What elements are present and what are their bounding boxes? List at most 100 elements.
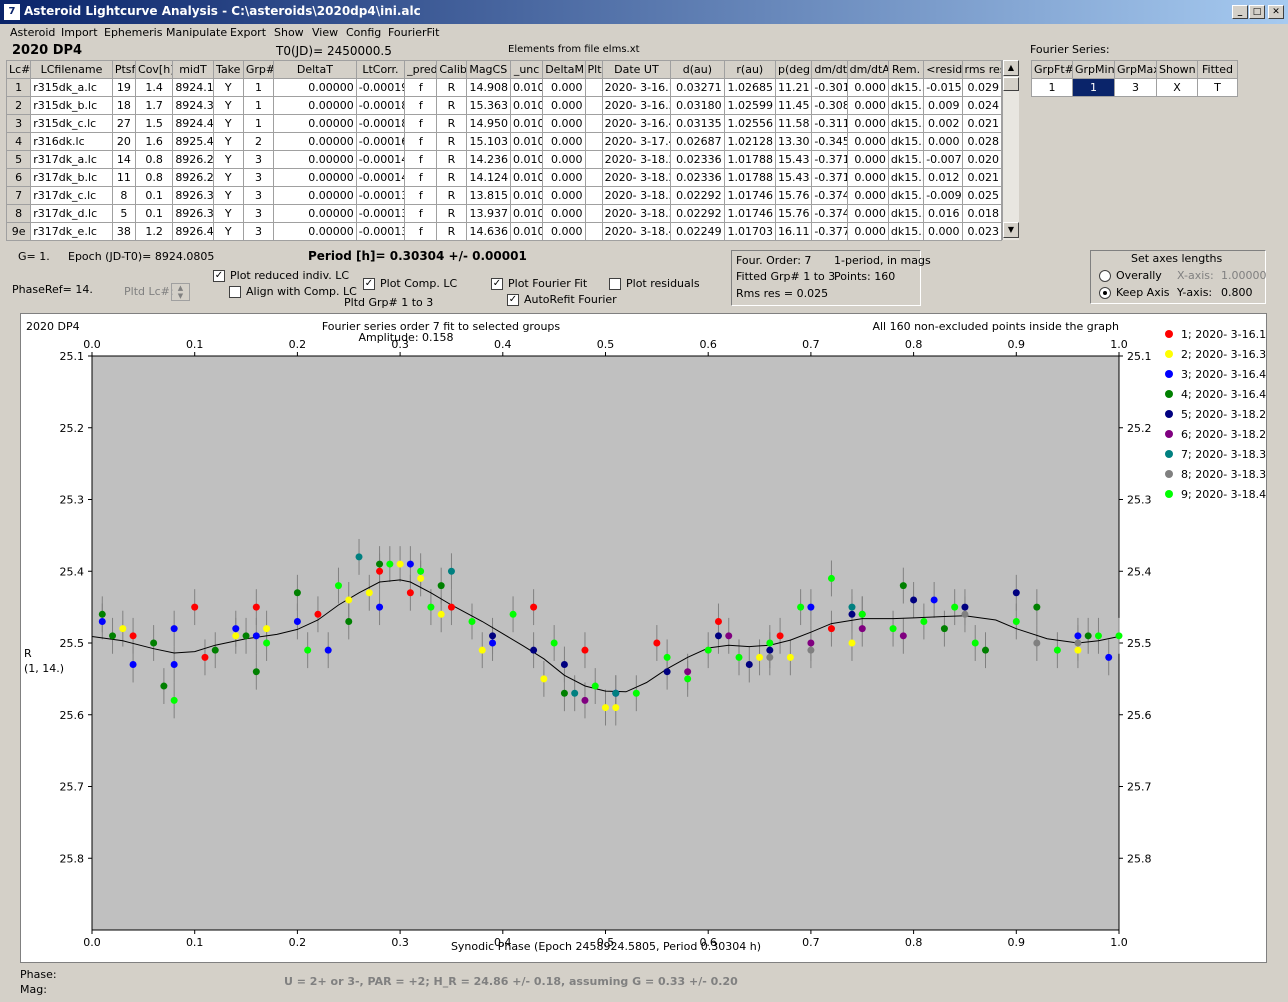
align-comp-checkbox[interactable] [229, 286, 241, 298]
table-cell[interactable]: 0.1 [135, 186, 174, 205]
table-cell[interactable]: R [436, 222, 467, 241]
table-cell[interactable]: 1.4 [135, 78, 174, 97]
table-cell[interactable]: -0.00016 [355, 132, 406, 151]
table-cell[interactable]: dk15... [887, 204, 925, 223]
table-cell[interactable]: 8924.1 [172, 78, 214, 97]
fourier-cell[interactable]: X [1156, 78, 1198, 97]
table-cell[interactable]: 0.000 [542, 222, 586, 241]
table-cell[interactable]: 0.002 [923, 114, 963, 133]
fourier-cell[interactable]: T [1197, 78, 1238, 97]
table-cell[interactable]: 0.016 [923, 204, 963, 223]
table-cell[interactable]: 0.1 [135, 204, 174, 223]
table-cell[interactable]: -0.301 [811, 78, 848, 97]
menu-asteroid[interactable]: Asteroid [10, 26, 56, 39]
table-cell[interactable]: Y [212, 168, 244, 187]
column-header[interactable]: Cov[h] [135, 60, 174, 79]
table-cell[interactable]: 38 [111, 222, 137, 241]
table-cell[interactable]: 0.000 [846, 132, 889, 151]
table-cell[interactable]: 2020- 3-18.2 [601, 150, 672, 169]
table-cell[interactable]: Y [212, 204, 244, 223]
table-cell[interactable]: f [404, 96, 438, 115]
table-cell[interactable] [584, 114, 603, 133]
table-cell[interactable]: -0.371 [811, 150, 848, 169]
table-cell[interactable]: 0.010 [509, 114, 544, 133]
table-cell[interactable]: 0.010 [509, 132, 544, 151]
table-cell[interactable]: -0.311 [811, 114, 848, 133]
table-cell[interactable]: r315dk_a.lc [30, 78, 113, 97]
table-cell[interactable]: r317dk_c.lc [30, 186, 113, 205]
table-cell[interactable]: 0.02687 [670, 132, 725, 151]
table-cell[interactable]: 14.236 [465, 150, 511, 169]
table-cell[interactable]: 0.03135 [670, 114, 725, 133]
fourier-cell[interactable]: 1 [1031, 78, 1073, 97]
table-cell[interactable]: r315dk_b.lc [30, 96, 113, 115]
table-cell[interactable]: -0.00013 [355, 204, 406, 223]
column-header[interactable]: MagCS [465, 60, 511, 79]
row-header[interactable]: 6 [5, 168, 32, 187]
column-header[interactable]: LtCorr. [355, 60, 406, 79]
plot-reduced-checkbox[interactable]: ✓ [213, 270, 225, 282]
table-cell[interactable]: 0.028 [961, 132, 1002, 151]
row-header[interactable]: 8 [5, 204, 32, 223]
table-cell[interactable]: 1 [242, 78, 275, 97]
table-cell[interactable]: R [436, 96, 467, 115]
table-cell[interactable] [584, 168, 603, 187]
table-cell[interactable]: dk15... [887, 114, 925, 133]
table-cell[interactable]: 2020- 3-18.3 [601, 204, 672, 223]
table-cell[interactable]: 0.8 [135, 168, 174, 187]
table-cell[interactable]: 3 [242, 186, 275, 205]
table-cell[interactable]: Y [212, 150, 244, 169]
lightcurve-graph[interactable]: 0.0 0.0 0.1 0.1 0.2 0.2 0.3 0.3 0.4 0.4 0.5 0.5 0.6 0… [20, 313, 1267, 963]
table-cell[interactable]: Y [212, 78, 244, 97]
column-header[interactable]: Grp# [242, 60, 275, 79]
table-cell[interactable]: 0.00000 [273, 114, 357, 133]
table-cell[interactable]: 2020- 3-18.4 [601, 222, 672, 241]
table-cell[interactable]: 1.02556 [723, 114, 777, 133]
overally-radio[interactable] [1099, 270, 1111, 282]
table-cell[interactable]: 2020- 3-18.2 [601, 168, 672, 187]
row-header[interactable]: 9e [5, 222, 32, 241]
table-cell[interactable]: 1.01788 [723, 150, 777, 169]
maximize-button[interactable]: □ [1249, 5, 1265, 19]
table-cell[interactable]: 2020- 3-16.1 [601, 78, 672, 97]
table-cell[interactable]: r315dk_c.lc [30, 114, 113, 133]
table-cell[interactable]: 8925.4 [172, 132, 214, 151]
table-cell[interactable]: 0.024 [961, 96, 1002, 115]
table-cell[interactable]: r317dk_a.lc [30, 150, 113, 169]
table-row[interactable]: 5 r317dk_a.lc 14 0.8 8926.2 Y 3 0.00000 -0.00014… [5, 150, 1002, 169]
column-header[interactable]: _pred. [404, 60, 438, 79]
table-cell[interactable]: -0.00019 [355, 78, 406, 97]
table-cell[interactable]: 14.950 [465, 114, 511, 133]
table-cell[interactable]: 0.00000 [273, 78, 357, 97]
table-cell[interactable]: 19 [111, 78, 137, 97]
table-row[interactable]: 8 r317dk_d.lc 5 0.1 8926.3 Y 3 0.00000 -0.00013 f… [5, 204, 1002, 223]
table-row[interactable]: 6 r317dk_b.lc 11 0.8 8926.2 Y 3 0.00000 -0.00014… [5, 168, 1002, 187]
table-cell[interactable]: f [404, 114, 438, 133]
table-cell[interactable]: 0.02336 [670, 150, 725, 169]
menu-fourierfit[interactable]: FourierFit [388, 26, 440, 39]
table-cell[interactable]: 1.7 [135, 96, 174, 115]
table-cell[interactable]: -0.371 [811, 168, 848, 187]
table-cell[interactable]: 15.76 [775, 186, 813, 205]
table-cell[interactable]: 0.00000 [273, 150, 357, 169]
table-cell[interactable]: -0.007 [923, 150, 963, 169]
table-cell[interactable]: 5 [111, 204, 137, 223]
column-header[interactable]: Rem. [887, 60, 925, 79]
table-cell[interactable]: 0.000 [923, 132, 963, 151]
table-cell[interactable]: 0.00000 [273, 222, 357, 241]
row-header[interactable]: 4 [5, 132, 32, 151]
table-cell[interactable]: 0.010 [509, 204, 544, 223]
table-cell[interactable]: 8924.4 [172, 114, 214, 133]
table-cell[interactable]: 0.000 [542, 132, 586, 151]
table-cell[interactable]: 0.023 [961, 222, 1002, 241]
table-cell[interactable]: 0.021 [961, 168, 1002, 187]
menu-manipulate[interactable]: Manipulate [166, 26, 228, 39]
column-header[interactable]: dm/dtA [846, 60, 889, 79]
table-cell[interactable]: 20 [111, 132, 137, 151]
table-cell[interactable] [584, 222, 603, 241]
table-cell[interactable]: 14.124 [465, 168, 511, 187]
plot-comp-checkbox[interactable]: ✓ [363, 278, 375, 290]
fourier-column-header[interactable]: GrpMax [1114, 60, 1157, 79]
keep-axis-radio[interactable] [1099, 287, 1111, 299]
table-cell[interactable]: R [436, 204, 467, 223]
